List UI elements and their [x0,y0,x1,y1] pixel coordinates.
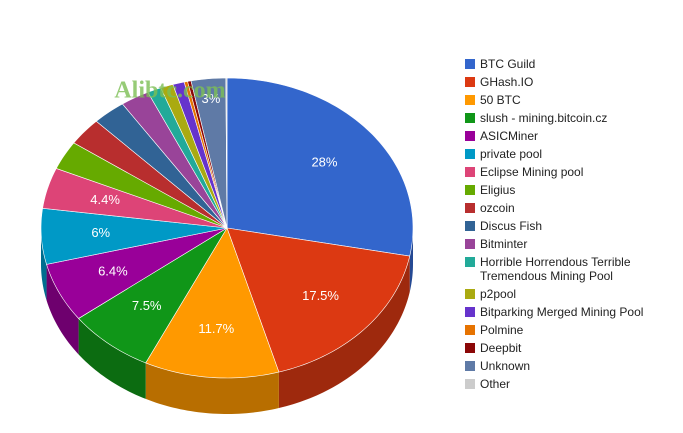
legend: BTC Guild GHash.IO 50 BTC slush - mining.bi… [465,57,675,395]
legend-swatch [465,221,475,231]
legend-item: Bitminter [465,237,675,251]
legend-label: slush - mining.bitcoin.cz [480,111,608,125]
legend-label: private pool [480,147,543,161]
slice [95,103,228,229]
legend-label: p2pool [480,287,517,301]
legend-swatch [465,95,475,105]
legend-label: BTC Guild [480,57,536,71]
legend-item: BTC Guild [465,57,675,71]
legend-item: Eligius [465,183,675,197]
legend-swatch [465,203,475,213]
pie-area: 28% 17.5% 11.7% 7.5% 6.4% 6% 4.4% 3%Alibtc.com [40,77,414,414]
legend-label: Deepbit [480,341,522,355]
legend-label: Horrible Horrendous Terrible Tremendous … [480,255,631,283]
legend-item: private pool [465,147,675,161]
legend-swatch [465,379,475,389]
legend-label: Bitminter [480,237,528,251]
watermark: Alibtc.com [114,78,225,104]
legend-item: Polmine [465,323,675,337]
legend-item: ozcoin [465,201,675,215]
slice [225,77,228,229]
legend-swatch [465,343,475,353]
legend-swatch [465,239,475,249]
legend-swatch [465,167,475,177]
legend-item: Eclipse Mining pool [465,165,675,179]
legend-swatch [465,77,475,87]
legend-item: Horrible Horrendous Terrible Tremendous … [465,255,675,283]
data-label: 6% [91,225,110,240]
legend-item: Deepbit [465,341,675,355]
legend-label: Bitparking Merged Mining Pool [480,305,644,319]
legend-item: Discus Fish [465,219,675,233]
legend-label: Eligius [480,183,516,197]
data-label: 28% [311,154,337,169]
slice-side [145,362,279,414]
slice [73,120,228,229]
slice [55,142,228,229]
legend-item: Bitparking Merged Mining Pool [465,305,675,319]
legend-swatch [465,185,475,195]
legend-swatch [465,289,475,299]
data-label: 4.4% [90,192,120,207]
legend-item: p2pool [465,287,675,301]
legend-label: Discus Fish [480,219,543,233]
legend-label: Eclipse Mining pool [480,165,584,179]
slice [190,77,228,229]
slice-side [46,264,79,355]
legend-swatch [465,149,475,159]
slice [226,77,414,257]
slice [46,227,228,319]
legend-label: Polmine [480,323,524,337]
legend-item: 50 BTC [465,93,675,107]
legend-item: ASICMiner [465,129,675,143]
legend-item: GHash.IO [465,75,675,89]
legend-swatch [465,361,475,371]
legend-swatch [465,307,475,317]
slice-side [41,228,47,301]
slice [40,207,228,265]
data-label: 6.4% [98,263,128,278]
legend-item: slush - mining.bitcoin.cz [465,111,675,125]
legend-label: 50 BTC [480,93,521,107]
legend-label: GHash.IO [480,75,534,89]
slice-side [78,318,146,399]
legend-item: Unknown [465,359,675,373]
data-label: 17.5% [302,288,339,303]
legend-swatch [465,257,475,267]
legend-swatch [465,325,475,335]
data-label: 3% [202,91,221,106]
data-label: 11.7% [198,321,234,336]
legend-label: ASICMiner [480,129,539,143]
legend-label: ozcoin [480,201,515,215]
slice [42,168,228,229]
slice-side [278,256,410,409]
legend-swatch [465,113,475,123]
slice [78,227,228,364]
slice [145,227,280,379]
legend-swatch [465,59,475,69]
legend-label: Unknown [480,359,531,373]
legend-item: Other [465,377,675,391]
legend-label: Other [480,377,511,391]
slice [226,227,411,373]
data-label: 7.5% [132,298,162,313]
legend-swatch [465,131,475,141]
slice [121,91,228,229]
